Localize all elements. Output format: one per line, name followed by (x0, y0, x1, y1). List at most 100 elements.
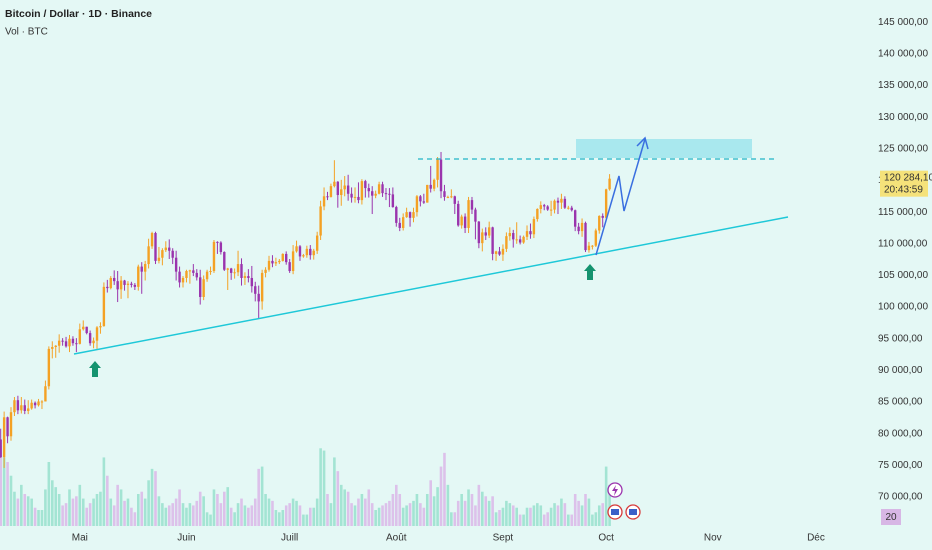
volume-bar (453, 512, 457, 526)
volume-bar (181, 503, 185, 526)
candle-body (95, 327, 99, 341)
y-tick-label: 95 000,00 (878, 333, 923, 344)
target-zone (576, 139, 752, 158)
candle-body (99, 326, 102, 328)
volume-bar (481, 491, 484, 526)
volume-label-box (881, 509, 901, 525)
signal-arrow (584, 264, 596, 280)
candle-body (126, 283, 130, 285)
candle-body (601, 215, 604, 218)
candle-body (494, 251, 498, 254)
volume-bar (529, 507, 532, 526)
candle-body (9, 412, 13, 437)
candle-body (133, 284, 137, 287)
candle-body (23, 405, 26, 411)
volume-bar (33, 507, 37, 526)
candle-body (257, 293, 260, 302)
candle-body (556, 200, 560, 203)
candle-body (85, 326, 88, 334)
volume-bar (474, 505, 477, 526)
volume-bar (164, 507, 168, 526)
y-tick-label: 115 000,00 (878, 207, 928, 218)
candle-body (512, 233, 515, 240)
volume-bar (439, 466, 443, 526)
candle-body (143, 264, 147, 272)
candle-body (374, 193, 377, 196)
volume-bar (150, 468, 154, 526)
candle-body (30, 402, 33, 409)
candle-body (192, 270, 195, 273)
candle-body (405, 212, 408, 218)
candle-body (78, 329, 82, 344)
volume-bar (274, 510, 278, 526)
candle-body (199, 277, 202, 297)
candle-body (322, 196, 326, 207)
volume-bar (202, 496, 205, 526)
candle-body (446, 196, 450, 198)
candle-body (88, 333, 92, 344)
candle-body (532, 219, 536, 235)
candle-body (343, 185, 346, 190)
volume-bar (539, 505, 543, 526)
y-tick-label: 90 000,00 (878, 365, 923, 376)
candle-body (505, 236, 508, 249)
chart-title: Bitcoin / Dollar · 1D · Binance (5, 8, 152, 20)
x-tick-label: Août (386, 533, 407, 544)
candle-body (44, 386, 47, 402)
candle-body (536, 208, 539, 220)
volume-bar (329, 503, 333, 526)
candle-body (491, 227, 494, 254)
volume-bar (460, 494, 463, 526)
candle-body (443, 191, 446, 197)
y-tick-label: 145 000,00 (878, 17, 928, 28)
candle-body (340, 189, 343, 196)
volume-bar (44, 489, 47, 526)
volume-bar (157, 496, 161, 526)
candle-body (594, 230, 598, 246)
candle-body (216, 241, 219, 243)
volume-bar (250, 505, 254, 526)
volume-bar (505, 500, 508, 526)
volume-bar (298, 505, 302, 526)
y-tick-label: 75 000,00 (878, 460, 923, 471)
volume-bar (78, 484, 82, 526)
volume-bar (587, 498, 591, 526)
candle-body (219, 242, 223, 253)
candle-body (106, 286, 109, 289)
candle-body (51, 347, 54, 349)
volume-bar (278, 512, 281, 526)
volume-bar (333, 457, 336, 526)
volume-bar (563, 503, 567, 526)
volume-bar (106, 475, 109, 526)
volume-bar (284, 505, 288, 526)
event-icon-glyph (629, 509, 637, 515)
volume-bar (30, 498, 33, 526)
candle-body (123, 280, 126, 285)
candle-body (102, 286, 106, 327)
candle-body (353, 196, 357, 198)
candle-body (271, 260, 274, 264)
event-icon-glyph (612, 485, 618, 496)
volume-bar (229, 507, 233, 526)
volume-bar (508, 503, 512, 526)
candle-body (563, 198, 567, 208)
x-tick-label: Juill (281, 533, 298, 544)
volume-bar (584, 494, 587, 526)
candle-body (312, 250, 315, 256)
volume-bar (364, 498, 367, 526)
candle-body (415, 196, 419, 213)
volume-bar (267, 498, 271, 526)
volume-bar (143, 498, 147, 526)
candle-body (150, 233, 154, 247)
candle-body (243, 276, 247, 278)
volume-bar (536, 503, 539, 526)
signal-arrow (89, 361, 101, 377)
volume-bar (560, 498, 563, 526)
y-tick-label: 130 000,00 (878, 112, 928, 123)
volume-bar (247, 507, 250, 526)
volume-bar (518, 514, 522, 526)
volume-bar (295, 500, 298, 526)
event-icons (607, 482, 641, 520)
volume-bar (126, 498, 130, 526)
